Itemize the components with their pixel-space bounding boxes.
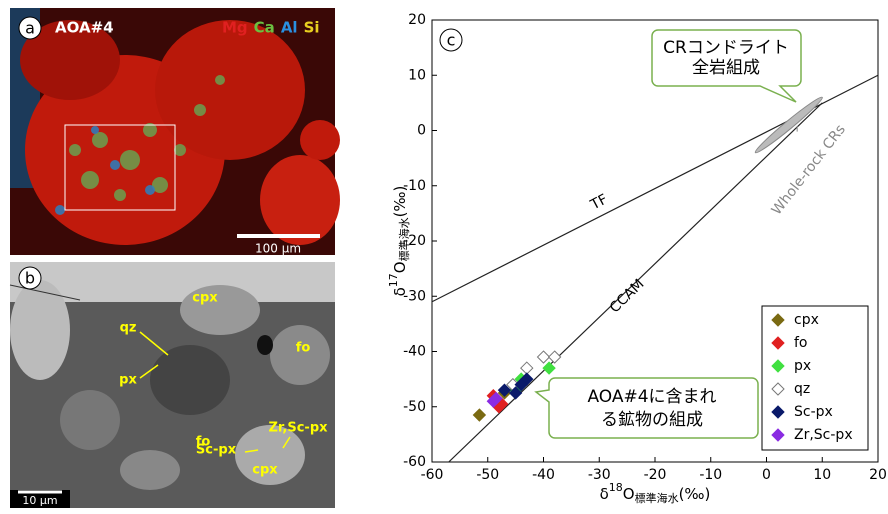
legend-label: Zr,Sc-px (794, 427, 853, 443)
axis-label-part: 18 (609, 481, 623, 494)
element-label: Mg (222, 19, 248, 37)
callout-text: CRコンドライト (663, 38, 789, 58)
mineral-label: Sc-px (196, 443, 237, 458)
element-label: Al (281, 19, 298, 37)
axis-label-part: δ (391, 287, 409, 296)
legend-label: cpx (794, 312, 819, 328)
axis-label-part: 標準海水 (635, 491, 679, 505)
panel-label: a (25, 19, 35, 38)
x-tick-label: -50 (476, 467, 499, 483)
figure: a AOA#4 MgCaAlSi 100 μm b cpxfoqzpxfoZr,… (0, 0, 888, 510)
y-tick-label: -50 (403, 399, 426, 415)
axis-label-part: (‰) (391, 186, 409, 218)
panel-label: b (25, 269, 35, 288)
y-tick-label: -60 (403, 454, 426, 470)
element-label: Si (304, 19, 320, 37)
legend-label: Sc-px (794, 404, 833, 420)
x-tick-label: -10 (699, 467, 722, 483)
callout-text: AOA#4に含まれ (587, 387, 716, 407)
x-tick-label: -20 (644, 467, 667, 483)
element-label: Ca (254, 19, 275, 37)
mineral-label: Zr,Sc-px (268, 421, 328, 436)
y-tick-label: 20 (408, 12, 426, 28)
legend-label: qz (794, 381, 810, 397)
scale-bar-label: 10 μm (22, 494, 57, 507)
scale-bar-label: 100 μm (255, 242, 301, 256)
mineral-label: cpx (192, 291, 218, 306)
y-tick-label: 0 (417, 123, 426, 139)
axis-label-part: O (623, 485, 635, 503)
panel-b-image (10, 262, 335, 508)
x-tick-label: -30 (588, 467, 611, 483)
axis-label-part: O (391, 261, 409, 273)
axis-label-part: 標準海水 (397, 217, 411, 261)
mineral-label: qz (120, 321, 137, 336)
x-tick-label: -40 (532, 467, 555, 483)
callout-text: る鉱物の組成 (601, 410, 703, 430)
mineral-label: fo (296, 341, 311, 356)
axis-label-part: 17 (387, 273, 400, 287)
legend-label: px (794, 358, 811, 374)
callout-text: 全岩組成 (692, 58, 760, 78)
y-tick-label: -40 (403, 344, 426, 360)
y-axis-label: δ17O標準海水(‰) (387, 186, 411, 297)
axis-label-part: δ (600, 485, 609, 503)
y-tick-label: 10 (408, 67, 426, 83)
legend-label: fo (794, 335, 808, 351)
axis-label-part: (‰) (679, 485, 711, 503)
x-axis-label: δ18O標準海水(‰) (600, 481, 711, 505)
sample-title: AOA#4 (55, 19, 114, 37)
x-tick-label: 20 (869, 467, 887, 483)
x-tick-label: 10 (813, 467, 831, 483)
mineral-label: px (119, 373, 137, 388)
mineral-label: cpx (252, 463, 278, 478)
panel-a-image (10, 8, 340, 255)
x-tick-label: 0 (762, 467, 771, 483)
panel-label: c (447, 31, 456, 50)
